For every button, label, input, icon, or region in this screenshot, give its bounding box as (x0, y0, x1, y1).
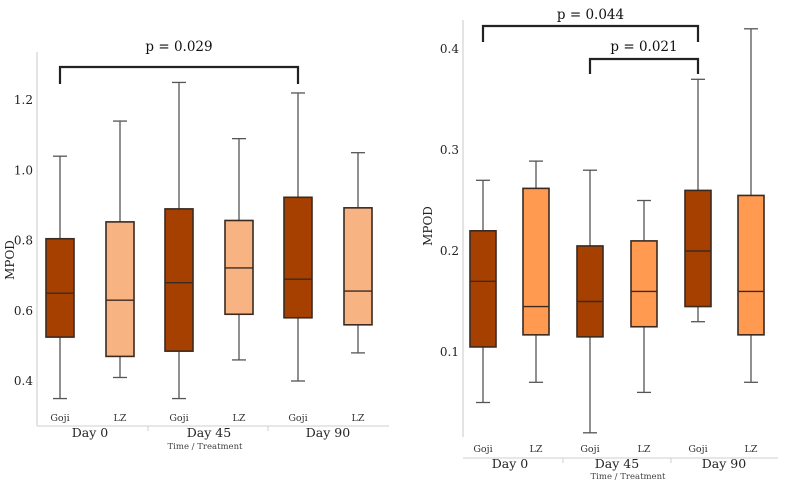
box-day-90-lz (737, 28, 765, 383)
category-label: LZ (530, 444, 543, 455)
y-tick-label: 0.8 (14, 234, 33, 248)
day-label: Day 0 (492, 456, 529, 471)
day-label: Day 45 (595, 456, 639, 471)
category-label: LZ (352, 413, 365, 424)
day-label: Day 90 (702, 456, 746, 471)
box-iqr (164, 208, 194, 352)
category-label: Goji (288, 413, 307, 424)
box-day-90-lz (343, 152, 373, 354)
p-value-label: p = 0.021 (610, 39, 677, 55)
y-tick-label: 0.4 (440, 42, 459, 56)
p-value-label: p = 0.044 (557, 7, 624, 23)
box-day-90-goji (684, 78, 712, 323)
box-iqr (343, 207, 373, 326)
y-tick-label: 0.6 (14, 304, 33, 318)
x-axis-title: Time / Treatment (168, 442, 244, 452)
box-iqr (576, 245, 604, 338)
box-day-0-goji (45, 155, 75, 400)
box-day-45-goji (576, 169, 604, 434)
box-day-45-lz (630, 199, 658, 394)
y-tick-label: 0.1 (440, 345, 459, 359)
box-iqr (105, 221, 135, 358)
y-tick-label: 1.2 (14, 93, 33, 107)
day-label: Day 0 (72, 425, 109, 440)
box-day-0-lz (522, 160, 550, 383)
category-label: LZ (745, 444, 758, 455)
category-label: Goji (688, 444, 707, 455)
box-day-45-goji (164, 81, 194, 400)
box-day-0-goji (469, 179, 497, 404)
box-iqr (283, 196, 313, 319)
y-axis-label: MPOD (421, 206, 435, 246)
box-iqr (45, 237, 75, 338)
category-label: Goji (473, 444, 492, 455)
day-label: Day 45 (187, 425, 231, 440)
y-tick-label: 0.3 (440, 143, 459, 157)
y-axis-label: MPOD (3, 240, 17, 280)
box-day-90-goji (283, 92, 313, 382)
category-label: Goji (50, 413, 69, 424)
box-day-45-lz (224, 137, 254, 361)
category-label: LZ (114, 413, 127, 424)
day-label: Day 90 (306, 425, 350, 440)
box-iqr (737, 194, 765, 336)
category-label: Goji (580, 444, 599, 455)
box-iqr (469, 230, 497, 348)
box-day-0-lz (105, 120, 135, 379)
box-iqr (522, 187, 550, 336)
y-tick-label: 0.4 (14, 374, 33, 388)
y-tick-label: 0.2 (440, 244, 459, 258)
category-label: LZ (233, 413, 246, 424)
x-axis-title: Time / Treatment (591, 472, 667, 482)
p-value-label: p = 0.029 (145, 39, 212, 55)
category-label: LZ (638, 444, 651, 455)
y-tick-label: 1.0 (14, 163, 33, 177)
significance-bracket (481, 24, 700, 42)
significance-bracket (58, 65, 300, 84)
box-iqr (630, 240, 658, 328)
category-label: Goji (169, 413, 188, 424)
box-iqr (684, 189, 712, 308)
significance-bracket (588, 57, 700, 74)
